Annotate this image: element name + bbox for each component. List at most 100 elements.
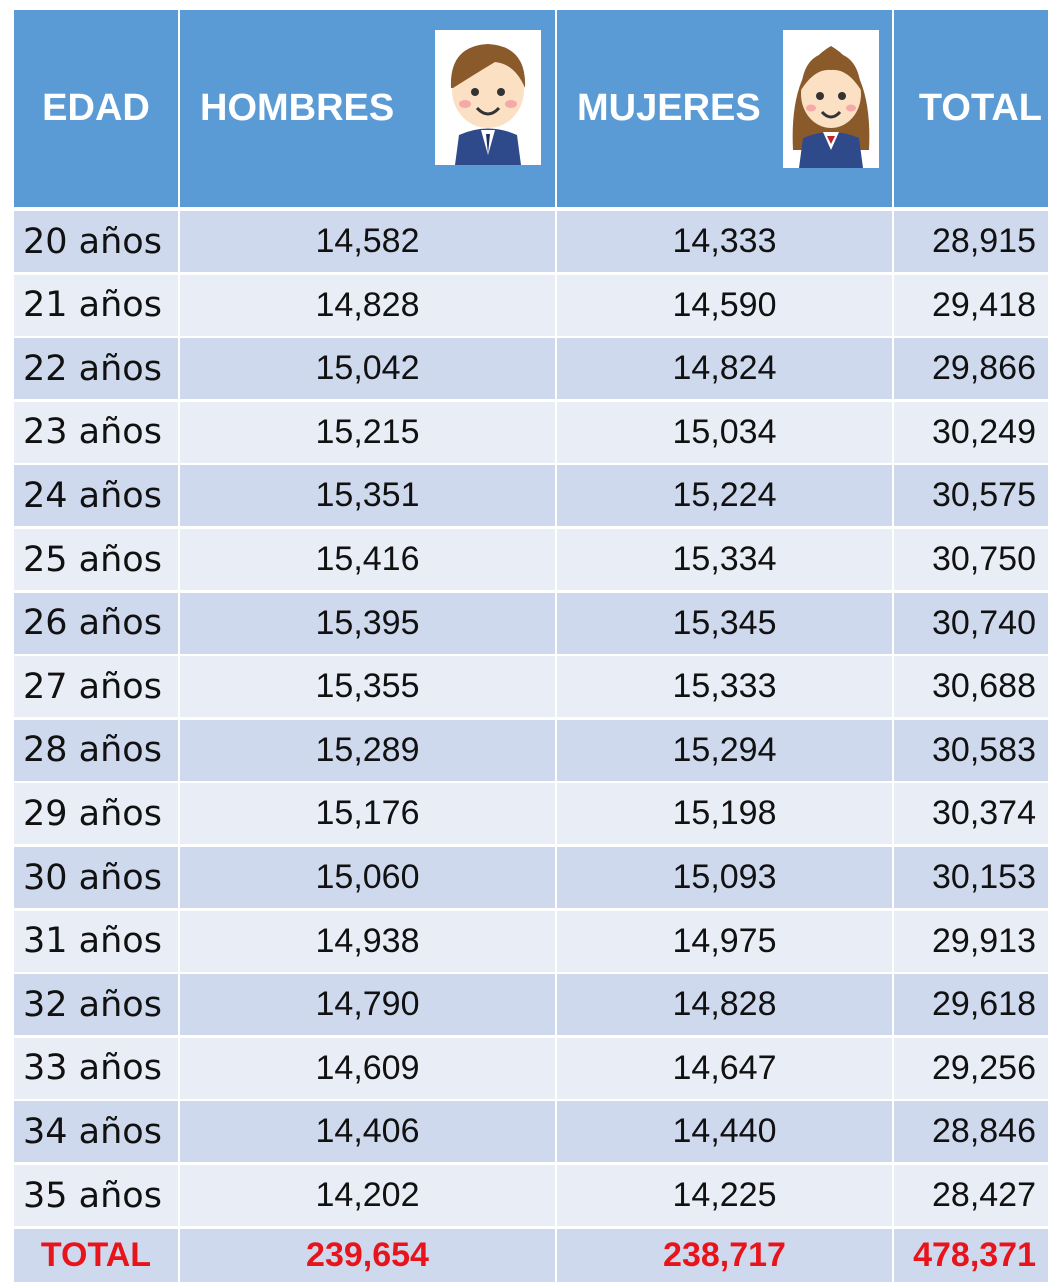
cell-text: 14,582 — [315, 222, 420, 260]
table-cell: 30,740 — [894, 592, 1048, 654]
table-cell: 14,824 — [557, 338, 892, 400]
cell-text: 31 años — [23, 921, 162, 962]
cell-text: 22 años — [23, 348, 162, 389]
table-cell: 238,717 — [557, 1228, 892, 1282]
cell-text: 30,374 — [932, 794, 1036, 833]
cell-text: TOTAL — [40, 1235, 152, 1274]
cell-text: 21 años — [23, 285, 162, 326]
table-cell: 14,406 — [180, 1101, 555, 1163]
cell-text: EDAD — [42, 87, 150, 129]
cell-text: 33 años — [23, 1048, 162, 1089]
cell-text: 15,289 — [315, 730, 420, 769]
table-cell: 14,440 — [557, 1101, 892, 1163]
table-cell: 15,289 — [180, 719, 555, 781]
cell-text: 14,975 — [672, 921, 777, 960]
table-cell: 28,846 — [894, 1101, 1048, 1163]
cell-text: MUJERES — [577, 87, 761, 129]
table-cell: 28 años — [14, 719, 178, 781]
cell-text: 15,198 — [672, 794, 777, 833]
cell-text: 15,333 — [672, 667, 777, 706]
table-cell: 14,582 — [180, 211, 555, 272]
cell-text: 15,351 — [315, 476, 420, 515]
table-cell: 33 años — [14, 1037, 178, 1099]
table-cell: 30,688 — [894, 656, 1048, 718]
cell-text: TOTAL — [918, 87, 1042, 129]
table-cell: 15,355 — [180, 656, 555, 718]
cell-text: 29,866 — [932, 349, 1036, 388]
cell-text: 15,395 — [315, 603, 420, 642]
cell-text: 238,717 — [663, 1235, 786, 1274]
table-cell: 29,866 — [894, 338, 1048, 400]
table-cell: 14,609 — [180, 1037, 555, 1099]
man-icon — [435, 30, 541, 165]
cell-text: 28 años — [23, 730, 162, 771]
cell-text: 35 años — [23, 1175, 162, 1216]
cell-text: 14,333 — [672, 222, 777, 260]
cell-text: 14,824 — [672, 349, 777, 388]
table-cell: 22 años — [14, 338, 178, 400]
table-cell: 15,345 — [557, 592, 892, 654]
table-cell: 15,042 — [180, 338, 555, 400]
table-cell: 30,249 — [894, 401, 1048, 463]
table-cell: 29,256 — [894, 1037, 1048, 1099]
table-cell: 30,153 — [894, 847, 1048, 908]
table-cell: 15,060 — [180, 847, 555, 908]
table-cell: 14,938 — [180, 910, 555, 972]
table-cell: 15,034 — [557, 401, 892, 463]
table-cell: 15,416 — [180, 529, 555, 590]
cell-text: 14,790 — [315, 985, 420, 1024]
table-cell: 30,374 — [894, 783, 1048, 845]
cell-text: 15,345 — [672, 603, 777, 642]
table-cell: 35 años — [14, 1165, 178, 1226]
table-cell: 32 años — [14, 974, 178, 1036]
table-cell: 14,225 — [557, 1165, 892, 1226]
cell-text: 239,654 — [306, 1235, 429, 1274]
cell-text: 30,740 — [932, 603, 1036, 642]
table-cell: 30,583 — [894, 719, 1048, 781]
cell-text: 15,176 — [315, 794, 420, 833]
table-cell: 25 años — [14, 529, 178, 590]
cell-text: 14,202 — [315, 1176, 420, 1214]
table-cell: 15,294 — [557, 719, 892, 781]
table-cell: 29,418 — [894, 274, 1048, 336]
cell-text: 27 años — [23, 666, 162, 707]
cell-text: 30,153 — [932, 858, 1036, 896]
table-cell: 14,975 — [557, 910, 892, 972]
cell-text: 14,647 — [672, 1048, 777, 1087]
table-cell: 15,334 — [557, 529, 892, 590]
table-cell: 31 años — [14, 910, 178, 972]
cell-text: 23 años — [23, 412, 162, 453]
table-cell: 14,202 — [180, 1165, 555, 1226]
cell-text: 478,371 — [913, 1235, 1036, 1274]
table-cell: 15,215 — [180, 401, 555, 463]
cell-text: 29,618 — [932, 985, 1036, 1024]
cell-text: 29 años — [23, 793, 162, 834]
table-cell: 15,395 — [180, 592, 555, 654]
table-cell: 28,427 — [894, 1165, 1048, 1226]
table-cell: 15,333 — [557, 656, 892, 718]
table-cell: 14,590 — [557, 274, 892, 336]
cell-text: 15,334 — [672, 540, 777, 578]
cell-text: 15,294 — [672, 730, 777, 769]
table-cell: 14,828 — [180, 274, 555, 336]
cell-text: 15,042 — [315, 349, 420, 388]
cell-text: 34 años — [23, 1111, 162, 1152]
cell-text: 14,225 — [672, 1176, 777, 1214]
cell-text: 29,418 — [932, 285, 1036, 324]
cell-text: 29,256 — [932, 1048, 1036, 1087]
cell-text: 30,583 — [932, 730, 1036, 769]
table-cell: 30,750 — [894, 529, 1048, 590]
cell-text: 14,609 — [315, 1048, 420, 1087]
table-cell: 30 años — [14, 847, 178, 908]
cell-text: 15,215 — [315, 412, 420, 451]
cell-text: 25 años — [23, 539, 162, 580]
cell-text: 14,440 — [672, 1112, 777, 1151]
cell-text: 30,688 — [932, 667, 1036, 706]
cell-text: 28,427 — [932, 1176, 1036, 1214]
cell-text: 32 años — [23, 984, 162, 1025]
table-cell: 14,790 — [180, 974, 555, 1036]
cell-text: 14,828 — [672, 985, 777, 1024]
table-cell: 14,647 — [557, 1037, 892, 1099]
table-cell: TOTAL — [894, 10, 1048, 207]
